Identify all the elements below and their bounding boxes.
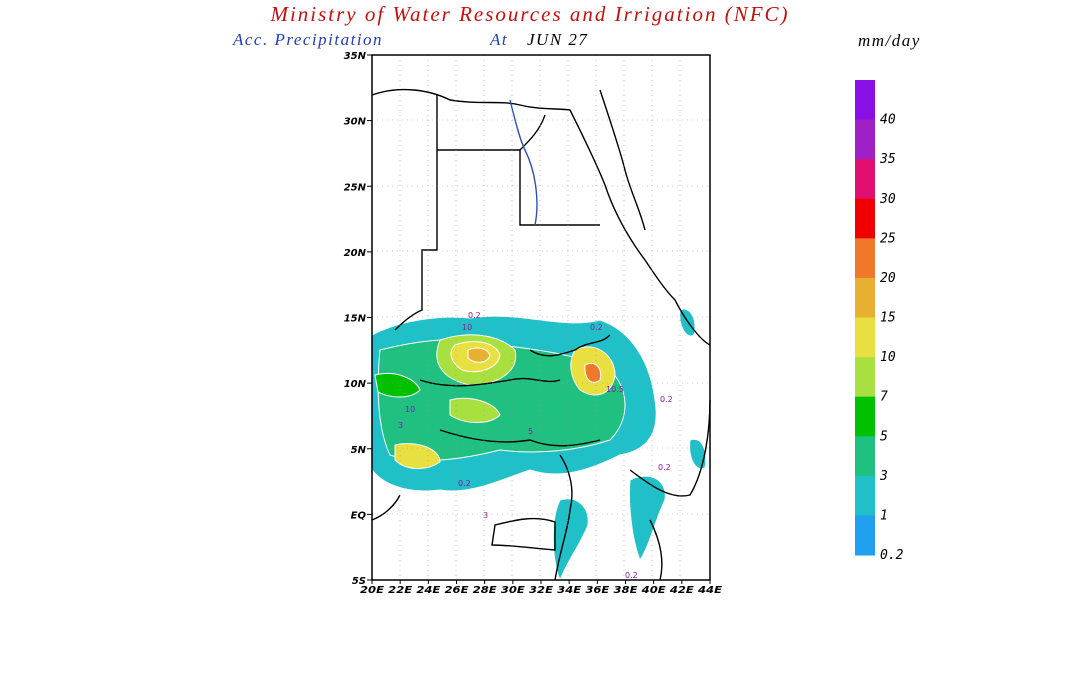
colorbar-swatch — [855, 515, 875, 556]
lon-label: 44E — [697, 585, 722, 596]
contour-label: 0.2 — [590, 323, 603, 332]
colorbar-label: 30 — [879, 192, 896, 207]
lon-label: 36E — [585, 585, 609, 596]
lon-label: 24E — [416, 585, 440, 596]
colorbar-label: 25 — [880, 231, 896, 246]
contour-label: 10 — [462, 323, 472, 332]
lat-label: 30N — [344, 117, 367, 128]
lon-label: 32E — [529, 585, 553, 596]
colorbar-label: 7 — [880, 390, 888, 405]
colorbar-swatch — [855, 475, 875, 516]
rain-field — [371, 308, 707, 582]
contour-label: 0.2 — [468, 311, 481, 320]
lon-label: 28E — [473, 585, 497, 596]
units: mm/day — [858, 31, 921, 50]
colorbar-swatch — [855, 396, 875, 437]
colorbar-label: 35 — [879, 152, 896, 167]
subtitle: Acc. Precipitation — [232, 30, 383, 49]
borders — [371, 88, 711, 581]
date: JUN 27 — [527, 30, 588, 49]
colorbar-label: 3 — [879, 469, 888, 484]
colorbar-label: 15 — [880, 311, 896, 326]
lon-label: 26E — [445, 585, 469, 596]
lat-label: 15N — [344, 314, 367, 325]
map — [371, 54, 711, 582]
colorbar-label: 1 — [880, 508, 888, 523]
lat-label: 25N — [344, 182, 367, 193]
title: Ministry of Water Resources and Irrigati… — [269, 2, 789, 26]
colorbar-label: 0.2 — [880, 548, 904, 563]
subtitle-at: At — [489, 30, 508, 49]
colorbar-swatch — [855, 436, 875, 477]
lat-label: 5N — [351, 445, 367, 456]
contour-label: 0.2 — [458, 479, 471, 488]
colorbar-swatch — [855, 317, 875, 358]
contour-label: 3 — [483, 511, 488, 520]
lon-label: 34E — [557, 585, 581, 596]
contour-label: 3 — [398, 421, 403, 430]
colorbar-swatch — [855, 277, 875, 318]
colorbar-swatch — [855, 198, 875, 239]
lon-label: 40E — [641, 585, 666, 596]
lat-label: 35N — [344, 51, 367, 62]
lat-label: 5S — [352, 576, 366, 587]
lon-label: 22E — [388, 585, 412, 596]
colorbar-swatch — [855, 159, 875, 200]
contour-label: 5 — [528, 427, 533, 436]
colorbar-swatch — [855, 119, 875, 160]
contour-label: 0.2 — [658, 463, 671, 472]
contour-label: 0.2 — [625, 571, 638, 580]
colorbar-swatch — [855, 357, 875, 398]
lat-label: EQ — [351, 510, 367, 521]
lon-label: 30E — [501, 585, 525, 596]
lon-label: 38E — [614, 585, 638, 596]
contour-label: 10 — [405, 405, 415, 414]
lat-label: 10N — [344, 379, 367, 390]
lon-label: 20E — [360, 585, 384, 596]
colorbar-swatch — [855, 80, 875, 121]
colorbar-label: 10 — [880, 350, 896, 365]
colorbar-label: 5 — [880, 429, 888, 444]
contour-label: 0.2 — [660, 395, 673, 404]
colorbar-swatch — [855, 238, 875, 279]
colorbar-label: 20 — [880, 271, 896, 286]
colorbar-label: 40 — [880, 113, 896, 128]
lat-label: 20N — [344, 248, 367, 259]
contour-label: 10.5 — [606, 385, 624, 394]
lon-label: 42E — [669, 585, 694, 596]
